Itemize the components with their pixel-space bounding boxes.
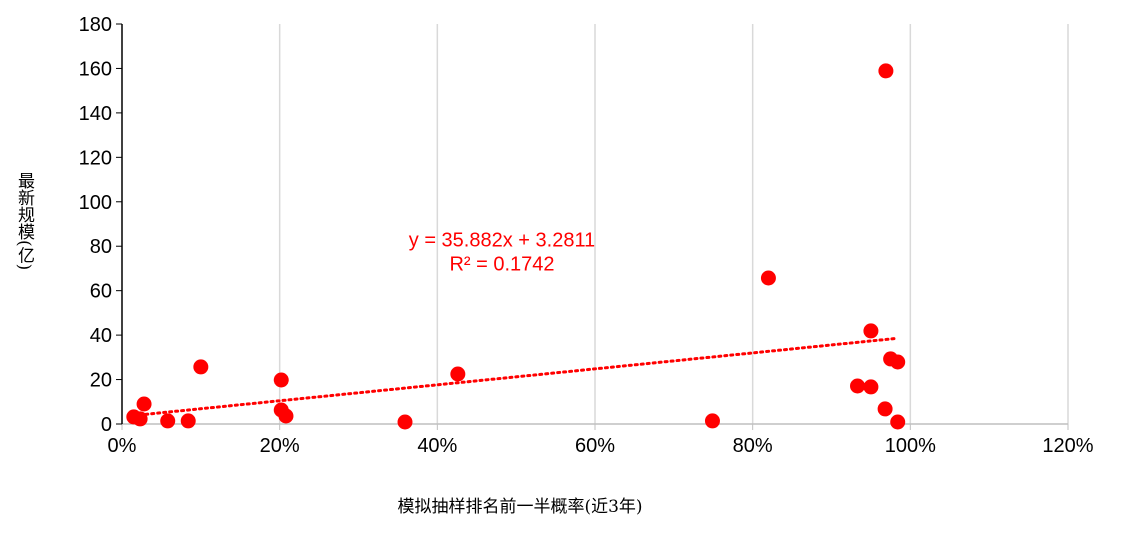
x-tick-label: 80% bbox=[733, 435, 773, 457]
trend-equation: y = 35.882x + 3.2811 bbox=[409, 229, 595, 251]
x-tick-label: 60% bbox=[575, 435, 615, 457]
point bbox=[278, 408, 294, 424]
y-tick-label: 40 bbox=[90, 325, 112, 347]
x-tick-label: 20% bbox=[260, 435, 300, 457]
point bbox=[136, 396, 152, 412]
trendline bbox=[132, 336, 900, 418]
x-tick-label: 120% bbox=[1042, 435, 1093, 457]
point bbox=[878, 63, 894, 79]
point bbox=[273, 372, 289, 388]
point bbox=[704, 413, 720, 429]
y-tick-label: 180 bbox=[79, 14, 112, 36]
y-tick-label: 80 bbox=[90, 236, 112, 258]
y-tick-label: 140 bbox=[79, 103, 112, 125]
x-axis-label: 模拟抽样排名前一半概率(近3年) bbox=[397, 497, 642, 517]
point bbox=[180, 413, 196, 429]
y-tick-label: 100 bbox=[79, 192, 112, 214]
x-tick-label: 100% bbox=[885, 435, 936, 457]
y-tick-label: 120 bbox=[79, 147, 112, 169]
x-tick-label: 40% bbox=[417, 435, 457, 457]
y-tick-label: 60 bbox=[90, 281, 112, 303]
point bbox=[450, 366, 466, 382]
point bbox=[877, 401, 893, 417]
x-tick-label: 0% bbox=[108, 435, 137, 457]
point bbox=[760, 270, 776, 286]
y-tick-label: 20 bbox=[90, 370, 112, 392]
point bbox=[890, 354, 906, 370]
point bbox=[863, 379, 879, 395]
point bbox=[397, 414, 413, 430]
y-axis-label: 最新规模(亿) bbox=[14, 172, 35, 270]
point bbox=[160, 413, 176, 429]
point bbox=[193, 359, 209, 375]
point bbox=[850, 378, 866, 394]
y-tick-label: 160 bbox=[79, 58, 112, 80]
point bbox=[890, 414, 906, 430]
point bbox=[863, 323, 879, 339]
trend-r-squared: R² = 0.1742 bbox=[449, 253, 554, 275]
y-tick-label: 0 bbox=[101, 414, 112, 436]
